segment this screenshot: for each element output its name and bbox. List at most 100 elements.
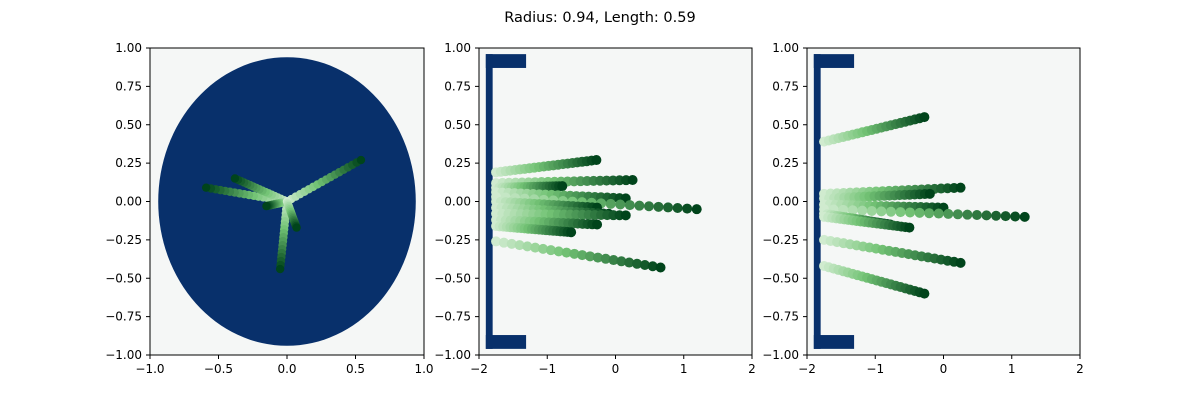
trajectory-point (506, 238, 517, 249)
trajectory-point (530, 242, 541, 253)
trajectory-point (591, 155, 602, 166)
obstacle-top-arm (813, 54, 855, 68)
y-tick-label: 0.75 (115, 79, 142, 93)
y-tick-label: −0.25 (434, 233, 471, 247)
trajectory-point (866, 206, 877, 217)
trajectory-point (955, 257, 966, 268)
trajectory-point (522, 241, 533, 252)
x-tick-label: 0 (940, 362, 948, 376)
y-tick-label: 1.00 (115, 41, 142, 55)
obstacle-bar (813, 54, 821, 349)
trajectory-point (919, 288, 930, 299)
trajectory-point (924, 188, 935, 199)
trajectory-point (600, 253, 611, 264)
trajectory-point (1019, 211, 1030, 222)
trajectory-point (566, 227, 577, 238)
y-tick-label: 1.00 (772, 41, 799, 55)
y-tick-label: −0.50 (105, 271, 142, 285)
x-tick-label: 2 (748, 362, 756, 376)
x-tick-label: 1.0 (414, 362, 433, 376)
trajectory-point (653, 201, 664, 212)
trajectory-point (1000, 211, 1011, 222)
obstacle-top-arm (485, 54, 527, 68)
x-tick-label: −2 (798, 362, 816, 376)
x-tick-label: 0 (612, 362, 620, 376)
x-tick-label: 1 (1008, 362, 1016, 376)
trajectory-point (577, 250, 588, 261)
obstacle-bottom-arm (485, 335, 527, 349)
trajectory-point (885, 206, 896, 217)
trajectory-point (230, 174, 240, 183)
trajectory-point (514, 240, 525, 251)
trajectory-point (624, 257, 635, 268)
x-tick-label: −1.0 (135, 362, 164, 376)
plot-area (158, 57, 416, 346)
y-tick-label: 0.50 (444, 118, 471, 132)
trajectory-point (545, 245, 556, 256)
trajectory-point (924, 208, 935, 219)
trajectory-point (647, 261, 658, 272)
trajectory-10 (491, 221, 577, 238)
trajectory-point (1010, 211, 1021, 222)
trajectory-point (905, 207, 916, 218)
trajectory-point (691, 204, 702, 215)
trajectory-1 (491, 155, 602, 178)
trajectory-point (655, 262, 666, 273)
y-tick-label: 0.50 (115, 118, 142, 132)
trajectory-5 (262, 197, 292, 211)
y-tick-label: −0.25 (762, 233, 799, 247)
x-tick-label: −1 (866, 362, 884, 376)
x-tick-label: −0.5 (204, 362, 233, 376)
trajectory-point (616, 256, 627, 267)
trajectory-9 (819, 260, 930, 299)
y-tick-label: 0.25 (115, 156, 142, 170)
trajectory-point (991, 210, 1002, 221)
y-tick-label: −1.00 (105, 348, 142, 362)
trajectory-point (569, 248, 580, 259)
trajectory-point (914, 207, 925, 218)
trajectory-point (592, 219, 603, 230)
obstacle-bottom-arm (813, 335, 855, 349)
trajectory-8 (491, 208, 631, 221)
y-tick-label: −0.75 (434, 310, 471, 324)
y-tick-label: 1.00 (444, 41, 471, 55)
trajectory-point (663, 202, 674, 213)
trajectory-point (639, 260, 650, 271)
x-tick-label: 0.0 (277, 362, 296, 376)
trajectory-3 (819, 188, 935, 204)
panel-right: −2 −1 0 1 2 −1.00 −0.75 −0.50 −0.25 0.00 0.25 0.50 0… (762, 41, 1084, 376)
y-tick-label: −1.00 (434, 348, 471, 362)
y-tick-label: 0.00 (444, 195, 471, 209)
trajectory-point (557, 181, 568, 192)
y-tick-label: −0.25 (105, 233, 142, 247)
y-tick-label: −0.75 (105, 310, 142, 324)
trajectory-point (615, 199, 626, 210)
trajectory-1 (819, 112, 930, 147)
trajectory-point (561, 247, 572, 258)
trajectory-point (952, 209, 963, 220)
figure-title: Radius: 0.94, Length: 0.59 (504, 10, 695, 26)
trajectory-point (643, 201, 654, 212)
trajectory-point (624, 200, 635, 211)
plot-area (485, 54, 702, 349)
panel-middle: −2 −1 0 1 2 −1.00 −0.75 −0.50 −0.25 0.00 0.25 0.50 0… (434, 41, 756, 376)
obstacle-bar (485, 54, 493, 349)
y-tick-label: −0.75 (762, 310, 799, 324)
y-tick-label: 0.25 (772, 156, 799, 170)
x-tick-label: 0.5 (346, 362, 365, 376)
trajectory-point (895, 207, 906, 218)
y-tick-label: 0.25 (444, 156, 471, 170)
y-tick-label: 0.75 (772, 79, 799, 93)
x-tick-label: −2 (470, 362, 488, 376)
trajectory-point (682, 203, 693, 214)
trajectory-point (605, 198, 616, 209)
trajectory-point (962, 209, 973, 220)
trajectory-5 (819, 204, 1030, 222)
trajectory-point (585, 251, 596, 262)
plot-area (813, 54, 1030, 349)
trajectory-7 (819, 211, 915, 233)
trajectory-point (498, 237, 509, 248)
trajectory-point (857, 205, 868, 216)
trajectory-point (201, 183, 211, 192)
